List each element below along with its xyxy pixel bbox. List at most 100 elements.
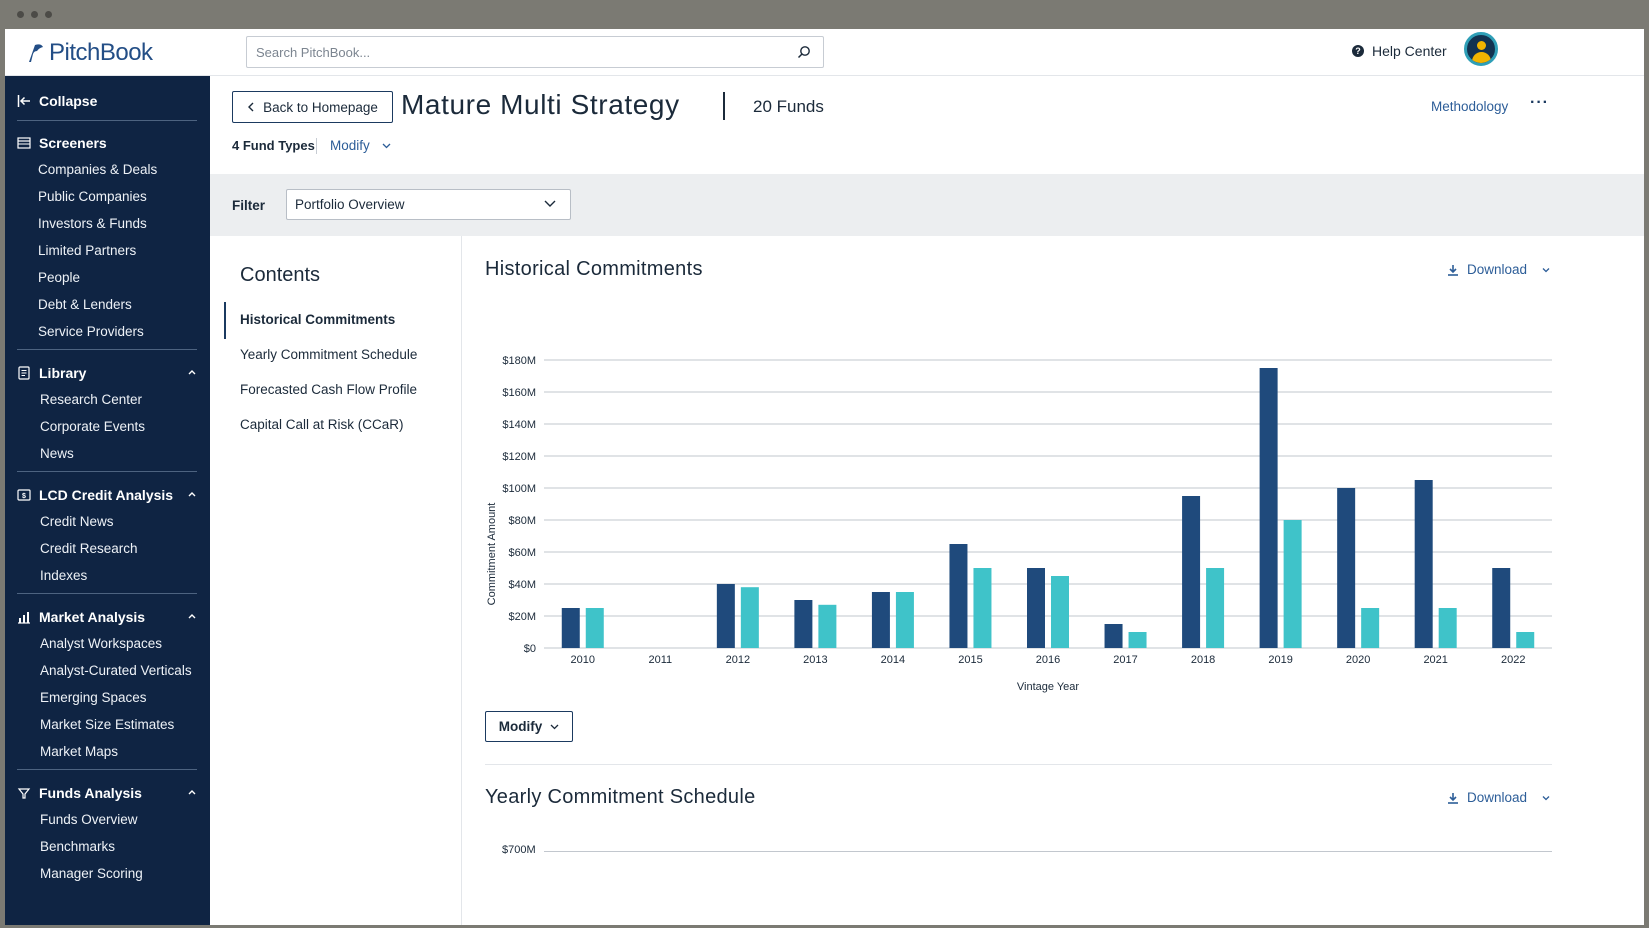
sidebar-item-limited-partners[interactable]: Limited Partners	[38, 243, 137, 258]
chart-x-tick-label: 2020	[1346, 654, 1370, 666]
chart-bar-commitment-size	[716, 584, 735, 648]
sidebar-divider	[17, 471, 197, 472]
chart-bar-contributed	[585, 608, 604, 648]
sidebar-item-news[interactable]: News	[40, 446, 74, 461]
window-dot-minimize[interactable]	[31, 11, 38, 18]
sidebar-item-credit-news[interactable]: Credit News	[40, 514, 114, 529]
sidebar-item-analyst-curated-verticals[interactable]: Analyst-Curated Verticals	[40, 663, 192, 678]
sidebar-item-benchmarks[interactable]: Benchmarks	[40, 839, 116, 854]
sidebar-section-funds-analysis[interactable]: Funds Analysis	[17, 785, 197, 801]
chevron-up-icon[interactable]	[187, 367, 197, 377]
top-bar: PitchBook ? Help Center	[5, 29, 1644, 76]
search-input[interactable]	[247, 37, 777, 67]
logo-text: PitchBook	[49, 39, 153, 66]
chevron-up-icon[interactable]	[187, 611, 197, 621]
chart-y-tick-label: $120M	[502, 451, 536, 463]
sidebar-item-investors-funds[interactable]: Investors & Funds	[38, 216, 147, 231]
chart-x-tick-label: 2018	[1191, 654, 1215, 666]
credit-icon: $	[17, 489, 31, 501]
avatar-head	[1477, 41, 1486, 50]
sidebar-item-market-maps[interactable]: Market Maps	[40, 744, 119, 759]
title-divider	[723, 92, 725, 120]
sidebar-section-market-analysis[interactable]: Market Analysis	[17, 609, 197, 625]
download-label: Download	[1467, 262, 1528, 277]
sidebar-item-companies-deals[interactable]: Companies & Deals	[38, 162, 158, 177]
chart-y-tick-label: $100M	[502, 483, 536, 495]
chart-x-tick-label: 2019	[1268, 654, 1292, 666]
market-chart-icon	[18, 612, 30, 624]
sidebar-item-indexes[interactable]: Indexes	[40, 568, 88, 583]
download-button[interactable]: Download	[1447, 790, 1551, 805]
sidebar-item-credit-research[interactable]: Credit Research	[40, 541, 138, 556]
modify-fund-types-link[interactable]: Modify	[330, 138, 391, 153]
search-icon[interactable]	[797, 45, 811, 59]
fund-types-label: 4 Fund Types	[232, 138, 315, 153]
methodology-link[interactable]: Methodology	[1431, 99, 1509, 114]
sidebar-item-debt-lenders[interactable]: Debt & Lenders	[38, 297, 132, 312]
filter-select[interactable]: Portfolio Overview	[286, 189, 571, 220]
chart-bar-commitment-size	[561, 608, 580, 648]
sidebar-item-analyst-workspaces[interactable]: Analyst Workspaces	[40, 636, 163, 651]
contents-item-yearly-commitment-schedule[interactable]: Yearly Commitment Schedule	[240, 347, 418, 362]
sidebar-item-public-companies[interactable]: Public Companies	[38, 189, 147, 204]
library-icon	[18, 366, 30, 380]
chart-bar-contributed	[740, 587, 759, 648]
avatar-body	[1472, 52, 1491, 63]
sidebar-item-research-center[interactable]: Research Center	[40, 392, 143, 407]
sidebar-section-screeners[interactable]: Screeners	[17, 135, 197, 151]
download-button[interactable]: Download	[1447, 262, 1551, 277]
help-center-link[interactable]: ? Help Center	[1352, 43, 1447, 59]
search-box[interactable]	[246, 36, 824, 68]
contents-item-capital-call-at-risk[interactable]: Capital Call at Risk (CCaR)	[240, 417, 404, 432]
chart-y-tick-label: $180M	[502, 355, 536, 367]
modify-link-label: Modify	[330, 138, 370, 153]
pitchbook-logo[interactable]: PitchBook	[25, 39, 153, 67]
contents-item-historical-commitments[interactable]: Historical Commitments	[240, 312, 396, 327]
sidebar-item-emerging-spaces[interactable]: Emerging Spaces	[40, 690, 147, 705]
sidebar-item-funds-overview[interactable]: Funds Overview	[40, 812, 138, 827]
chart-bar-commitment-size	[794, 600, 813, 648]
download-label: Download	[1467, 790, 1528, 805]
chart-bar-commitment-size	[1027, 568, 1045, 648]
chart-y-axis-label: Commitment Amount	[486, 503, 498, 606]
sidebar-section-library[interactable]: Library	[17, 365, 197, 381]
chart-x-tick-label: 2014	[881, 654, 905, 666]
window-dot-close[interactable]	[17, 11, 24, 18]
fund-types-divider	[316, 138, 317, 154]
chart-bar-commitment-size	[949, 544, 968, 648]
sidebar-divider	[17, 593, 197, 594]
sidebar-section-label: Screeners	[39, 135, 107, 151]
more-options-icon[interactable]: ···	[1530, 94, 1549, 111]
chart-bar-contributed	[1051, 576, 1069, 648]
contents-active-indicator	[224, 302, 226, 339]
sidebar-section-lcd-credit-analysis[interactable]: $ LCD Credit Analysis	[17, 487, 197, 503]
app: PitchBook ? Help Center	[5, 29, 1644, 925]
yearly-chart-y-tick: $700M	[502, 844, 536, 856]
chevron-up-icon[interactable]	[187, 489, 197, 499]
chart-bar-contributed	[818, 604, 837, 648]
sidebar-item-manager-scoring[interactable]: Manager Scoring	[40, 866, 143, 881]
sidebar-item-people[interactable]: People	[38, 270, 81, 285]
modify-chart-button[interactable]: Modify	[485, 711, 573, 742]
chart-bar-contributed	[1516, 632, 1535, 648]
sidebar-collapse-button[interactable]: Collapse	[17, 93, 97, 109]
sidebar-item-service-providers[interactable]: Service Providers	[38, 324, 144, 339]
window-controls	[17, 11, 52, 18]
funds-icon	[17, 788, 31, 799]
sidebar-divider	[17, 120, 197, 121]
download-icon	[1448, 792, 1458, 804]
sidebar-item-corporate-events[interactable]: Corporate Events	[40, 419, 146, 434]
back-to-homepage-button[interactable]: Back to Homepage	[232, 91, 393, 123]
sidebar-section-label: Funds Analysis	[39, 785, 142, 801]
window-dot-maximize[interactable]	[45, 11, 52, 18]
chart-x-tick-label: 2010	[571, 654, 595, 666]
sidebar-section-label: Library	[39, 365, 87, 381]
sidebar-item-market-size-estimates[interactable]: Market Size Estimates	[40, 717, 175, 732]
user-avatar[interactable]	[1464, 32, 1498, 66]
contents-item-forecasted-cash-flow-profile[interactable]: Forecasted Cash Flow Profile	[240, 382, 418, 397]
chart-bar-commitment-size	[1259, 368, 1278, 648]
sidebar-section-label: Market Analysis	[39, 609, 146, 625]
chevron-up-icon[interactable]	[187, 787, 197, 797]
filter-selected-value: Portfolio Overview	[295, 197, 405, 212]
table-icon	[17, 137, 31, 149]
